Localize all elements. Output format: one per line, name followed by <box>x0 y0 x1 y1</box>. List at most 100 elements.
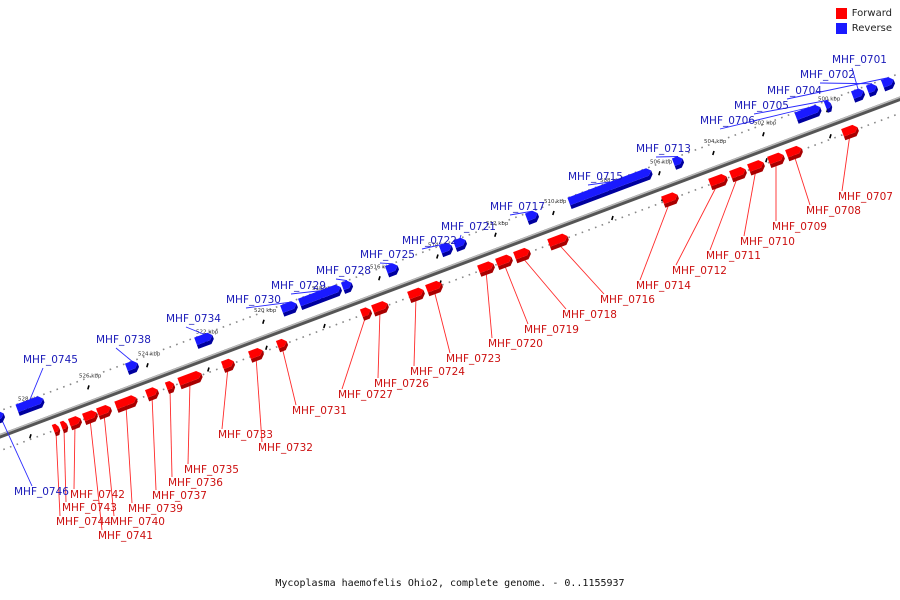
gene-mhf-0716[interactable] <box>547 232 570 251</box>
gene-label[interactable]: MHF_0720 <box>488 338 543 350</box>
gene-label[interactable]: MHF_0709 <box>772 221 827 233</box>
gene-mhf-0714[interactable] <box>661 191 680 208</box>
gene-label[interactable]: MHF_0742 <box>70 489 125 501</box>
gene-label[interactable]: MHF_0723 <box>446 353 501 365</box>
gene-label[interactable]: MHF_0712 <box>672 265 727 277</box>
gene-label[interactable]: MHF_0707 <box>838 191 893 203</box>
gene-mhf-0737[interactable] <box>144 386 160 402</box>
gene-arrow-face <box>124 360 138 372</box>
gene-label[interactable]: MHF_0715 <box>568 171 623 183</box>
gene-mhf-0707[interactable] <box>841 123 860 141</box>
gene-arrow-face <box>661 192 678 205</box>
gene-mhf-0740[interactable] <box>96 404 113 420</box>
gene-label[interactable]: MHF_0743 <box>62 502 117 514</box>
gene-label[interactable]: MHF_0708 <box>806 205 861 217</box>
gene-mhf-0718[interactable] <box>513 246 532 264</box>
label-leader <box>485 270 493 339</box>
gene-label[interactable]: MHF_0713 <box>636 143 691 155</box>
gene-label[interactable]: MHF_0710 <box>740 236 795 248</box>
gene-mhf-0729[interactable] <box>297 283 343 310</box>
gene-mhf-0743[interactable] <box>59 420 70 434</box>
gene-mhf-0728[interactable] <box>340 279 355 294</box>
gene-label[interactable]: MHF_0711 <box>706 250 761 262</box>
gene-label[interactable]: MHF_0722 <box>402 235 457 247</box>
gene-mhf-0722[interactable] <box>438 242 454 258</box>
gene-mhf-0738[interactable] <box>124 359 140 375</box>
gene-label[interactable]: MHF_0733 <box>218 429 273 441</box>
gene-label[interactable]: MHF_0739 <box>128 503 183 515</box>
gene-label[interactable]: MHF_0741 <box>98 530 153 542</box>
gene-label[interactable]: MHF_0705 <box>734 100 789 112</box>
gene-label[interactable]: MHF_0716 <box>600 294 655 306</box>
gene-mhf-0704[interactable] <box>880 76 896 92</box>
gene-label[interactable]: MHF_0706 <box>700 115 755 127</box>
gene-mhf-0732[interactable] <box>248 347 265 363</box>
gene-label[interactable]: MHF_0728 <box>316 265 371 277</box>
kbp-tick-label: 528 kbp <box>18 396 41 402</box>
gene-label[interactable]: MHF_0737 <box>152 490 207 502</box>
gene-mhf-0725[interactable] <box>384 262 400 278</box>
gene-mhf-0721[interactable] <box>452 236 468 252</box>
gene-mhf-0702[interactable] <box>865 82 880 97</box>
gene-mhf-0744[interactable] <box>51 423 62 437</box>
gene-label[interactable]: MHF_0717 <box>490 201 545 213</box>
gene-mhf-0719[interactable] <box>495 253 514 271</box>
gene-label[interactable]: MHF_0725 <box>360 249 415 261</box>
gene-mhf-0708[interactable] <box>785 144 804 162</box>
kbp-tick-label: 508 kbp <box>600 178 623 184</box>
gene-label[interactable]: MHF_0734 <box>166 313 221 325</box>
gene-mhf-0735[interactable] <box>177 370 204 390</box>
gene-label[interactable]: MHF_0744 <box>56 516 111 528</box>
gene-label[interactable]: MHF_0702 <box>800 69 855 81</box>
gene-mhf-0741[interactable] <box>82 409 99 425</box>
gene-label[interactable]: MHF_0727 <box>338 389 393 401</box>
gene-mhf-0742[interactable] <box>67 415 83 431</box>
gene-label[interactable]: MHF_0701 <box>832 54 887 66</box>
gene-label[interactable]: MHF_0735 <box>184 464 239 476</box>
gene-label[interactable]: MHF_0745 <box>23 354 78 366</box>
gene-mhf-0723[interactable] <box>425 279 444 297</box>
gene-mhf-0705[interactable] <box>823 99 834 113</box>
gene-mhf-0731[interactable] <box>275 337 290 353</box>
gene-mhf-0745[interactable] <box>15 395 45 416</box>
gene-mhf-0736[interactable] <box>164 380 177 394</box>
gene-mhf-0713[interactable] <box>671 155 686 170</box>
gene-mhf-0720[interactable] <box>477 260 496 277</box>
gene-label[interactable]: MHF_0704 <box>767 85 822 97</box>
gene-mhf-0709[interactable] <box>767 151 786 169</box>
gene-mhf-0715[interactable] <box>567 167 654 209</box>
kbp-tick-label: 510 kbp <box>544 199 567 205</box>
gene-mhf-0712[interactable] <box>708 173 729 191</box>
gene-label[interactable]: MHF_0732 <box>258 442 313 454</box>
gene-mhf-0739[interactable] <box>114 394 139 413</box>
gene-label[interactable]: MHF_0718 <box>562 309 617 321</box>
gene-label[interactable]: MHF_0719 <box>524 324 579 336</box>
gene-mhf-0730[interactable] <box>280 300 299 317</box>
gene-mhf-0726[interactable] <box>371 300 390 317</box>
label-leader <box>169 388 173 478</box>
gene-mhf-0701[interactable] <box>850 87 866 103</box>
gene-label[interactable]: MHF_0714 <box>636 280 691 292</box>
gene-mhf-0717[interactable] <box>524 209 540 225</box>
gene-label[interactable]: MHF_0726 <box>374 378 429 390</box>
gene-label[interactable]: MHF_0738 <box>96 334 151 346</box>
gene-label[interactable]: MHF_0721 <box>441 221 496 233</box>
gene-arrow-face <box>340 280 352 291</box>
gene-mhf-0734[interactable] <box>194 331 215 349</box>
gene-label[interactable]: MHF_0746 <box>14 486 69 498</box>
gene-mhf-0711[interactable] <box>729 165 748 183</box>
gene-label[interactable]: MHF_0724 <box>410 366 465 378</box>
gene-label[interactable]: MHF_0729 <box>271 280 326 292</box>
kbp-tick-label: 500 kbp <box>818 96 841 102</box>
gene-mhf-0727[interactable] <box>359 306 374 321</box>
gene-label[interactable]: MHF_0740 <box>110 516 165 528</box>
gene-arrow-face <box>359 307 371 318</box>
gene-mhf-0733[interactable] <box>220 357 236 373</box>
gene-mhf-0710[interactable] <box>747 159 766 176</box>
gene-mhf-0724[interactable] <box>407 286 426 304</box>
gene-label[interactable]: MHF_0736 <box>168 477 223 489</box>
gene-mhf-0706[interactable] <box>794 103 823 124</box>
gene-label[interactable]: MHF_0730 <box>226 294 281 306</box>
gene-label[interactable]: MHF_0731 <box>292 405 347 417</box>
gene-mhf-0746[interactable] <box>0 410 6 426</box>
